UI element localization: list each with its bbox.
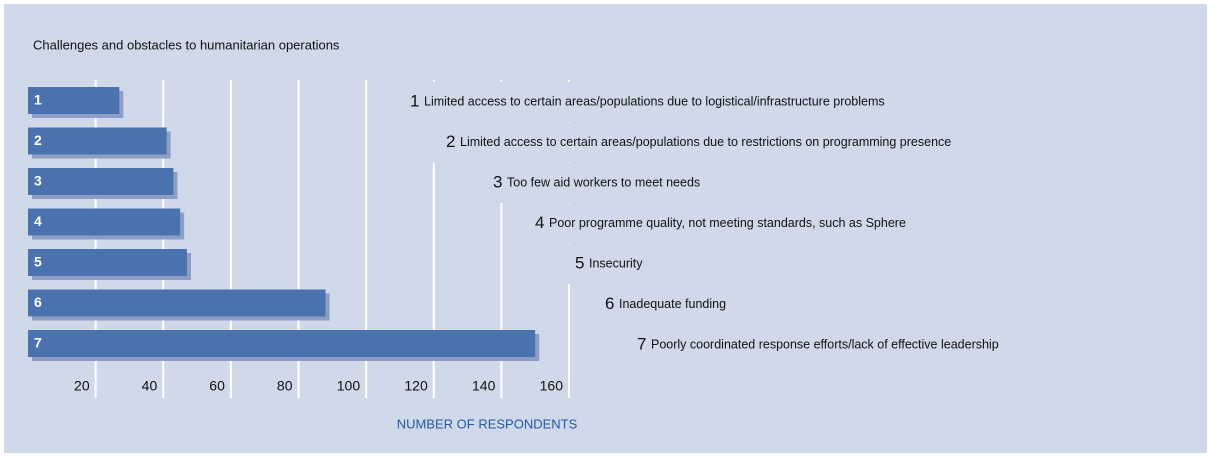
description: Inadequate funding bbox=[619, 297, 726, 311]
description-bg bbox=[469, 163, 1206, 203]
description-number: 7 bbox=[637, 334, 646, 353]
description: Poor programme quality, not meeting stan… bbox=[549, 216, 906, 230]
x-tick-label: 40 bbox=[142, 378, 158, 394]
x-tick-label: 80 bbox=[277, 378, 293, 394]
description: Limited access to certain areas/populati… bbox=[460, 135, 951, 149]
bar-label: 2 bbox=[34, 132, 42, 148]
description-bg bbox=[613, 325, 1206, 365]
bar-label: 6 bbox=[34, 294, 42, 310]
x-tick-label: 60 bbox=[209, 378, 225, 394]
bar-label: 1 bbox=[34, 92, 42, 108]
bar-label: 4 bbox=[34, 213, 42, 229]
bar bbox=[28, 168, 174, 195]
bar bbox=[28, 127, 167, 155]
description: Insecurity bbox=[589, 256, 643, 270]
x-tick-label: 120 bbox=[404, 378, 428, 394]
description-bg bbox=[581, 284, 1206, 325]
bar-label: 3 bbox=[34, 173, 42, 189]
bar bbox=[28, 249, 187, 276]
bar-label: 5 bbox=[34, 254, 42, 270]
x-tick-label: 160 bbox=[540, 378, 564, 394]
bar bbox=[28, 208, 181, 236]
x-tick-label: 20 bbox=[74, 378, 90, 394]
description-bg bbox=[422, 122, 1206, 163]
description-bg bbox=[386, 82, 1206, 122]
x-axis-label: NUMBER OF RESPONDENTS bbox=[397, 416, 578, 431]
description-bg bbox=[511, 203, 1206, 244]
description-number: 1 bbox=[410, 91, 419, 110]
description: Poorly coordinated response efforts/lack… bbox=[651, 337, 999, 351]
description-number: 3 bbox=[493, 172, 502, 191]
description: Too few aid workers to meet needs bbox=[507, 175, 700, 189]
bar bbox=[28, 87, 120, 114]
x-tick-label: 140 bbox=[472, 378, 496, 394]
description-number: 2 bbox=[446, 132, 455, 151]
chart-title: Challenges and obstacles to humanitarian… bbox=[33, 37, 340, 52]
description: Limited access to certain areas/populati… bbox=[424, 94, 885, 108]
description-number: 6 bbox=[605, 294, 614, 313]
bar-label: 7 bbox=[34, 335, 42, 351]
description-number: 5 bbox=[575, 253, 584, 272]
bar bbox=[28, 289, 326, 317]
x-tick-label: 100 bbox=[337, 378, 361, 394]
description-number: 4 bbox=[535, 213, 544, 232]
description-bg bbox=[551, 244, 1206, 284]
bar bbox=[28, 330, 536, 357]
